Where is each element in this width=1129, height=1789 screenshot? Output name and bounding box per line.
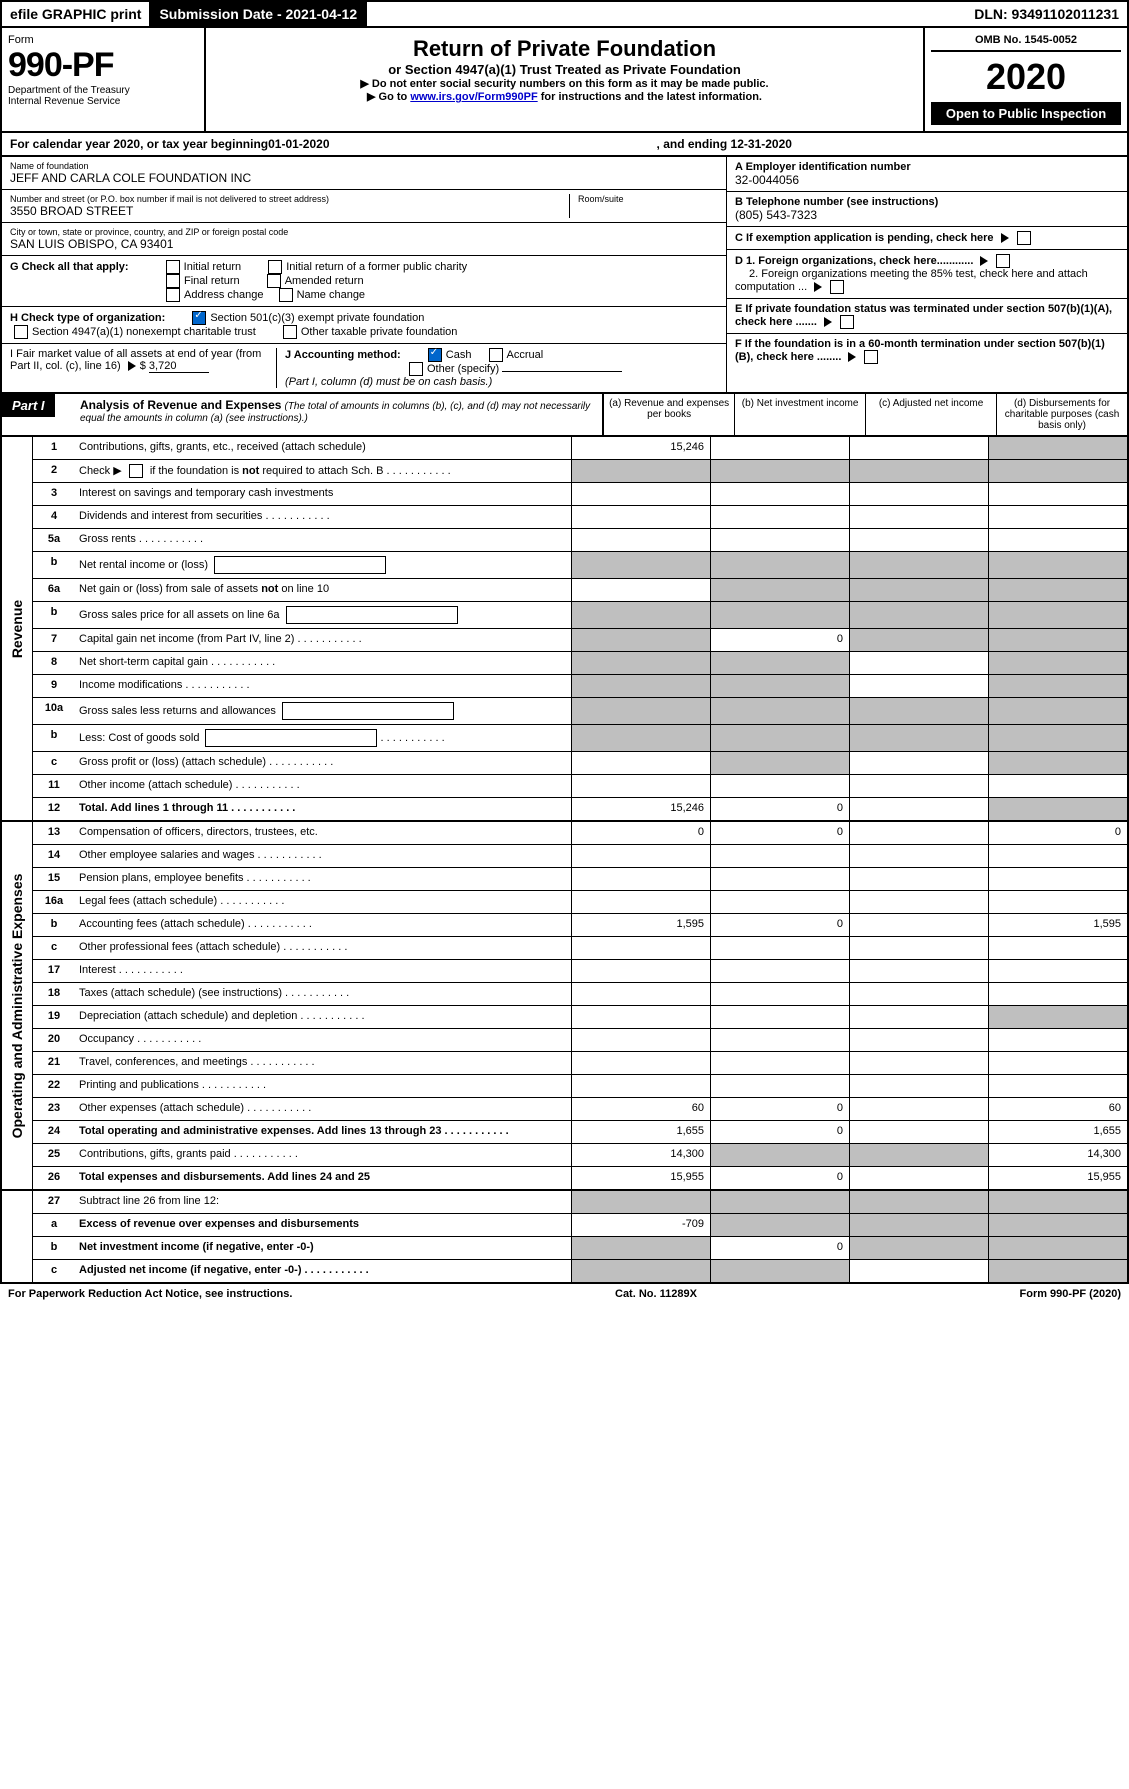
checkbox-initial-return[interactable] (166, 260, 180, 274)
checkbox-d1[interactable] (996, 254, 1010, 268)
omb-number: OMB No. 1545-0052 (931, 34, 1121, 52)
section-h: H Check type of organization: Section 50… (2, 306, 726, 343)
checkbox-501c3[interactable] (192, 311, 206, 325)
section-g: G Check all that apply: Initial return I… (2, 255, 726, 306)
col-c-header: (c) Adjusted net income (865, 394, 996, 435)
checkbox-f[interactable] (864, 350, 878, 364)
submission-date: Submission Date - 2021-04-12 (151, 2, 367, 26)
dln: DLN: 93491102011231 (966, 2, 1127, 26)
col-b-header: (b) Net investment income (734, 394, 865, 435)
line-2: 2Check ▶ if the foundation is not requir… (33, 459, 1127, 482)
line-23: 23Other expenses (attach schedule)60060 (33, 1097, 1127, 1120)
line-6b: bGross sales price for all assets on lin… (33, 601, 1127, 628)
foundation-name-box: Name of foundation JEFF AND CARLA COLE F… (2, 157, 726, 189)
line-13: 13Compensation of officers, directors, t… (33, 822, 1127, 844)
line-10c: cGross profit or (loss) (attach schedule… (33, 751, 1127, 774)
line-27: 27Subtract line 26 from line 12: (33, 1191, 1127, 1213)
city-box: City or town, state or province, country… (2, 222, 726, 255)
section-c: C If exemption application is pending, c… (727, 226, 1127, 249)
line-27c: cAdjusted net income (if negative, enter… (33, 1259, 1127, 1282)
tax-year: 2020 (931, 56, 1121, 98)
line-27b: bNet investment income (if negative, ent… (33, 1236, 1127, 1259)
efile-link[interactable]: efile GRAPHIC print (2, 2, 151, 26)
checkbox-accrual[interactable] (489, 348, 503, 362)
irs-label: Internal Revenue Service (8, 96, 198, 107)
revenue-table: Revenue 1Contributions, gifts, grants, e… (0, 437, 1129, 822)
line-5a: 5aGross rents (33, 528, 1127, 551)
line-8: 8Net short-term capital gain (33, 651, 1127, 674)
col-d-header: (d) Disbursements for charitable purpose… (996, 394, 1127, 435)
line-26: 26Total expenses and disbursements. Add … (33, 1166, 1127, 1189)
checkbox-d2[interactable] (830, 280, 844, 294)
inspection-badge: Open to Public Inspection (931, 102, 1121, 125)
line-16a: 16aLegal fees (attach schedule) (33, 890, 1127, 913)
checkbox-initial-former[interactable] (268, 260, 282, 274)
form-number: 990-PF (8, 46, 198, 85)
checkbox-final-return[interactable] (166, 274, 180, 288)
line-22: 22Printing and publications (33, 1074, 1127, 1097)
section-f: F If the foundation is in a 60-month ter… (727, 333, 1127, 368)
expenses-table: Operating and Administrative Expenses 13… (0, 822, 1129, 1191)
checkbox-name-change[interactable] (279, 288, 293, 302)
expenses-tab: Operating and Administrative Expenses (9, 873, 25, 1138)
line-27a: aExcess of revenue over expenses and dis… (33, 1213, 1127, 1236)
line-9: 9Income modifications (33, 674, 1127, 697)
line-4: 4Dividends and interest from securities (33, 505, 1127, 528)
line-19: 19Depreciation (attach schedule) and dep… (33, 1005, 1127, 1028)
checkbox-other-taxable[interactable] (283, 325, 297, 339)
summary-table: 27Subtract line 26 from line 12:aExcess … (0, 1191, 1129, 1284)
line-14: 14Other employee salaries and wages (33, 844, 1127, 867)
ein-box: A Employer identification number32-00440… (727, 157, 1127, 191)
line-6a: 6aNet gain or (loss) from sale of assets… (33, 578, 1127, 601)
line-1: 1Contributions, gifts, grants, etc., rec… (33, 437, 1127, 459)
checkbox-amended[interactable] (267, 274, 281, 288)
footer-left: For Paperwork Reduction Act Notice, see … (8, 1288, 292, 1300)
checkbox-c[interactable] (1017, 231, 1031, 245)
line-18: 18Taxes (attach schedule) (see instructi… (33, 982, 1127, 1005)
calendar-row: For calendar year 2020, or tax year begi… (0, 133, 1129, 157)
line-16b: bAccounting fees (attach schedule)1,5950… (33, 913, 1127, 936)
form-label: Form (8, 34, 198, 46)
section-d: D 1. Foreign organizations, check here..… (727, 249, 1127, 298)
line-24: 24Total operating and administrative exp… (33, 1120, 1127, 1143)
line-12: 12Total. Add lines 1 through 1115,2460 (33, 797, 1127, 820)
form-subtitle: or Section 4947(a)(1) Trust Treated as P… (214, 62, 915, 77)
form-header: Form 990-PF Department of the Treasury I… (0, 28, 1129, 133)
form-title: Return of Private Foundation (214, 36, 915, 62)
dept-label: Department of the Treasury (8, 85, 198, 96)
line-10b: bLess: Cost of goods sold (33, 724, 1127, 751)
part1-badge: Part I (2, 394, 55, 417)
entity-header: Name of foundation JEFF AND CARLA COLE F… (0, 157, 1129, 394)
line-7: 7Capital gain net income (from Part IV, … (33, 628, 1127, 651)
revenue-tab: Revenue (9, 599, 25, 657)
checkbox-other-method[interactable] (409, 362, 423, 376)
irs-link[interactable]: www.irs.gov/Form990PF (410, 91, 537, 103)
checkbox-4947a1[interactable] (14, 325, 28, 339)
section-e: E If private foundation status was termi… (727, 298, 1127, 333)
line-25: 25Contributions, gifts, grants paid14,30… (33, 1143, 1127, 1166)
line-10a: 10aGross sales less returns and allowanc… (33, 697, 1127, 724)
checkbox-e[interactable] (840, 315, 854, 329)
line-3: 3Interest on savings and temporary cash … (33, 482, 1127, 505)
form-note-2: ▶ Go to www.irs.gov/Form990PF for instru… (214, 90, 915, 103)
footer-mid: Cat. No. 11289X (615, 1288, 697, 1300)
line-21: 21Travel, conferences, and meetings (33, 1051, 1127, 1074)
telephone-box: B Telephone number (see instructions)(80… (727, 191, 1127, 226)
form-note-1: ▶ Do not enter social security numbers o… (214, 77, 915, 90)
top-bar: efile GRAPHIC print Submission Date - 20… (0, 0, 1129, 28)
line-15: 15Pension plans, employee benefits (33, 867, 1127, 890)
line-17: 17Interest (33, 959, 1127, 982)
address-box: Number and street (or P.O. box number if… (2, 189, 726, 222)
line-16c: cOther professional fees (attach schedul… (33, 936, 1127, 959)
line-20: 20Occupancy (33, 1028, 1127, 1051)
line-11: 11Other income (attach schedule) (33, 774, 1127, 797)
page-footer: For Paperwork Reduction Act Notice, see … (0, 1284, 1129, 1304)
footer-right: Form 990-PF (2020) (1020, 1288, 1121, 1300)
checkbox-address-change[interactable] (166, 288, 180, 302)
col-a-header: (a) Revenue and expenses per books (603, 394, 734, 435)
part1-header: Part I Analysis of Revenue and Expenses … (0, 394, 1129, 437)
checkbox-cash[interactable] (428, 348, 442, 362)
section-i-j: I Fair market value of all assets at end… (2, 343, 726, 392)
line-5b: bNet rental income or (loss) (33, 551, 1127, 578)
